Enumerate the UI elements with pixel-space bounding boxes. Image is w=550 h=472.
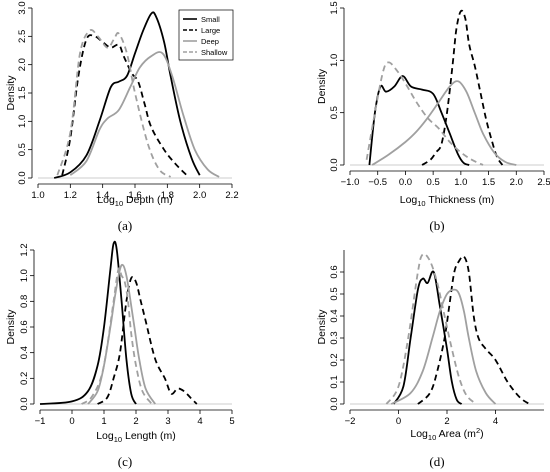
series-line-large <box>97 276 198 405</box>
x-tick-label: 0 <box>396 416 401 427</box>
y-tick-label: 3.0 <box>17 1 28 14</box>
y-tick-label: 2.0 <box>17 58 28 71</box>
caption-b: (b) <box>429 218 445 233</box>
legend-box <box>178 9 234 61</box>
x-axis-label: Log10 Thickness (m) <box>400 194 495 208</box>
series-line-shallow <box>385 253 477 405</box>
series-line-small <box>392 270 463 405</box>
x-tick-label: 0.0 <box>399 177 412 188</box>
legend-label: Small <box>201 15 220 24</box>
y-tick-label: 0.2 <box>329 353 340 366</box>
panel-b: −1.0 −0.5 0.0 0.5 1.0 1.5 2.0 2.5 0.0 0.5 1.0 1.5 Lo… <box>316 1 550 208</box>
x-tick-label: 2 <box>133 416 138 427</box>
x-tick-label: 1.6 <box>128 190 141 201</box>
y-tick-label: 0.5 <box>17 143 28 156</box>
x-axis-label: Log10 Depth (m) <box>97 194 172 208</box>
y-tick-label: 0.0 <box>19 397 30 410</box>
legend-label: Shallow <box>201 48 228 57</box>
y-tick-label: 0.0 <box>17 171 28 184</box>
y-tick-label: 1.0 <box>19 269 30 282</box>
x-tick-label: 1.4 <box>96 190 109 201</box>
series-line-large <box>61 34 188 176</box>
x-tick-label: 1.2 <box>64 190 77 201</box>
y-axis-label: Density <box>5 309 17 345</box>
x-tick-label: −1 <box>35 416 46 427</box>
y-tick-label: 1.5 <box>329 1 340 14</box>
panel-d: −2 0 2 4 0.0 0.1 0.2 0.3 0.4 0.5 0.6 Log10 Area (m2… <box>316 250 544 442</box>
x-tick-label: 0.5 <box>427 177 440 188</box>
x-tick-label: 4 <box>197 416 202 427</box>
y-tick-label: 0.6 <box>329 265 340 278</box>
y-tick-label: 0.4 <box>19 346 30 359</box>
y-tick-label: 0.5 <box>329 287 340 300</box>
caption-d: (d) <box>429 454 445 469</box>
x-tick-label: 1.0 <box>454 177 467 188</box>
series-line-deep <box>371 80 517 166</box>
legend-label: Deep <box>201 37 219 46</box>
series-line-shallow <box>365 61 484 166</box>
x-axis-label: Log10 Area (m2) <box>410 426 483 442</box>
y-axis-label: Density <box>316 68 328 104</box>
x-tick-label: 4 <box>493 416 498 427</box>
x-tick-label: 1.0 <box>31 190 44 201</box>
y-tick-label: 0.2 <box>19 372 30 385</box>
y-tick-label: 1.0 <box>329 54 340 67</box>
caption-c: (c) <box>117 454 133 469</box>
x-tick-label: 5 <box>229 416 234 427</box>
series-line-small <box>53 11 201 179</box>
x-tick-label: 3 <box>165 416 170 427</box>
x-tick-label: 1.5 <box>482 177 495 188</box>
x-tick-label: 2 <box>444 416 449 427</box>
panel-c: −1 0 1 2 3 4 5 0.0 0.2 0.4 0.6 0.8 1.0 1.2 Log10 Lengt… <box>5 240 235 444</box>
y-axis-label: Density <box>316 309 328 345</box>
y-tick-label: 0.1 <box>329 375 340 388</box>
series-line-deep <box>87 263 156 405</box>
x-tick-label: 2.0 <box>193 190 206 201</box>
legend-label: Large <box>201 26 220 35</box>
series-line-small <box>39 240 137 405</box>
series-line-deep <box>390 288 497 405</box>
x-tick-label: 0 <box>69 416 74 427</box>
x-tick-label: −2 <box>345 416 356 427</box>
y-tick-label: 0.0 <box>329 397 340 410</box>
x-tick-label: 2.2 <box>225 190 238 201</box>
panel-a: 1.0 1.2 1.4 1.6 1.8 2.0 2.2 0.0 0.5 1.0 1.5 2.0 2.5 3… <box>5 1 239 208</box>
legend: Small Large Deep Shallow <box>178 9 234 61</box>
x-tick-label: 2.0 <box>510 177 523 188</box>
x-tick-label: 1 <box>101 416 106 427</box>
series-line-deep <box>69 51 220 178</box>
series-line-shallow <box>81 267 153 405</box>
series-line-large <box>417 255 530 405</box>
x-tick-label: 2.5 <box>537 177 550 188</box>
y-tick-label: 1.5 <box>17 86 28 99</box>
y-axis-label: Density <box>5 75 17 111</box>
y-tick-label: 0.3 <box>329 331 340 344</box>
x-axis-label: Log10 Length (m) <box>96 430 176 444</box>
y-tick-label: 0.6 <box>19 320 30 333</box>
x-tick-label: −0.5 <box>368 177 387 188</box>
y-tick-label: 0.4 <box>329 309 340 322</box>
x-tick-label: 1.8 <box>161 190 174 201</box>
series-line-shallow <box>56 29 172 178</box>
x-tick-label: −1.0 <box>341 177 360 188</box>
series-line-large <box>421 9 504 166</box>
y-tick-label: 0.5 <box>329 106 340 119</box>
y-tick-label: 0.8 <box>19 295 30 308</box>
y-tick-label: 1.2 <box>19 243 30 256</box>
series-line-small <box>368 75 470 166</box>
y-tick-label: 1.0 <box>17 115 28 128</box>
y-tick-label: 2.5 <box>17 30 28 43</box>
y-tick-label: 0.0 <box>329 158 340 171</box>
caption-a: (a) <box>117 218 133 233</box>
